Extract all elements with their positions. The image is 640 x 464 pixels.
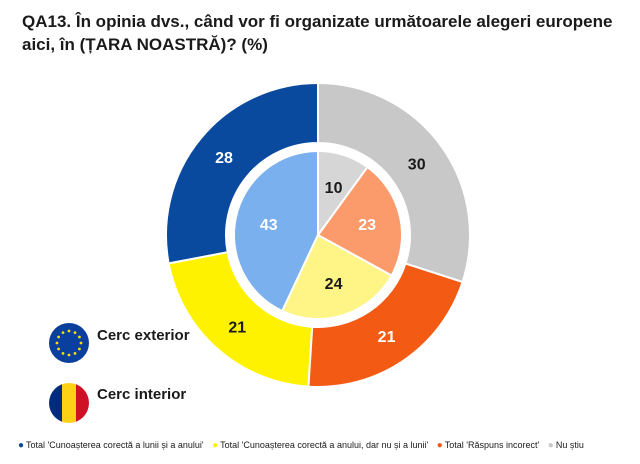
legend-dot: ● [436,440,443,451]
outer-ring-slice [317,81,471,284]
inner-data-label: 24 [325,276,343,293]
chart-title: QA13. În opinia dvs., când vor fi organi… [22,12,613,54]
outer-ring-slice [167,251,314,388]
inner-data-label: 43 [260,217,278,234]
legend-item: ● Total 'Cunoașterea corectă a lunii și a… [18,440,204,451]
inner-ring-slice [317,149,369,239]
legend-item: ● Total 'Răspuns incorect' [437,440,540,451]
inner-ring-slice [316,165,403,277]
inner-data-label: 23 [358,217,376,234]
legend-dot: ● [547,440,554,451]
outer-ring-slice [307,262,464,388]
inner-circle-label: Cerc interior [97,386,187,403]
outer-circle-label: Cerc exterior [97,327,190,344]
legend-dot: ● [212,440,219,451]
legend-label: Total 'Cunoașterea corectă a anului, dar… [220,440,429,450]
legend-item: ● Nu știu [548,440,584,451]
outer-data-label: 30 [408,156,426,173]
legend-label: Nu știu [555,440,584,450]
inner-ring-slice [233,149,319,313]
eu-flag-icon [48,322,90,369]
chart-legend: ● Total 'Cunoașterea corectă a lunii și a… [18,440,638,451]
legend-label: Total 'Răspuns incorect' [444,440,540,450]
inner-data-label: 10 [325,180,343,197]
legend-dot: ● [18,440,25,451]
outer-data-label: 21 [228,320,246,337]
outer-ring-slice [165,81,319,265]
inner-ring-slice [280,233,393,320]
outer-data-label: 21 [378,329,396,346]
inner-ring-border [229,146,407,324]
romania-flag-icon [48,382,90,429]
legend-label: Total 'Cunoașterea corectă a lunii și a … [26,440,204,450]
outer-data-label: 28 [215,150,233,167]
legend-item: ● Total 'Cunoașterea corectă a anului, da… [212,440,428,451]
